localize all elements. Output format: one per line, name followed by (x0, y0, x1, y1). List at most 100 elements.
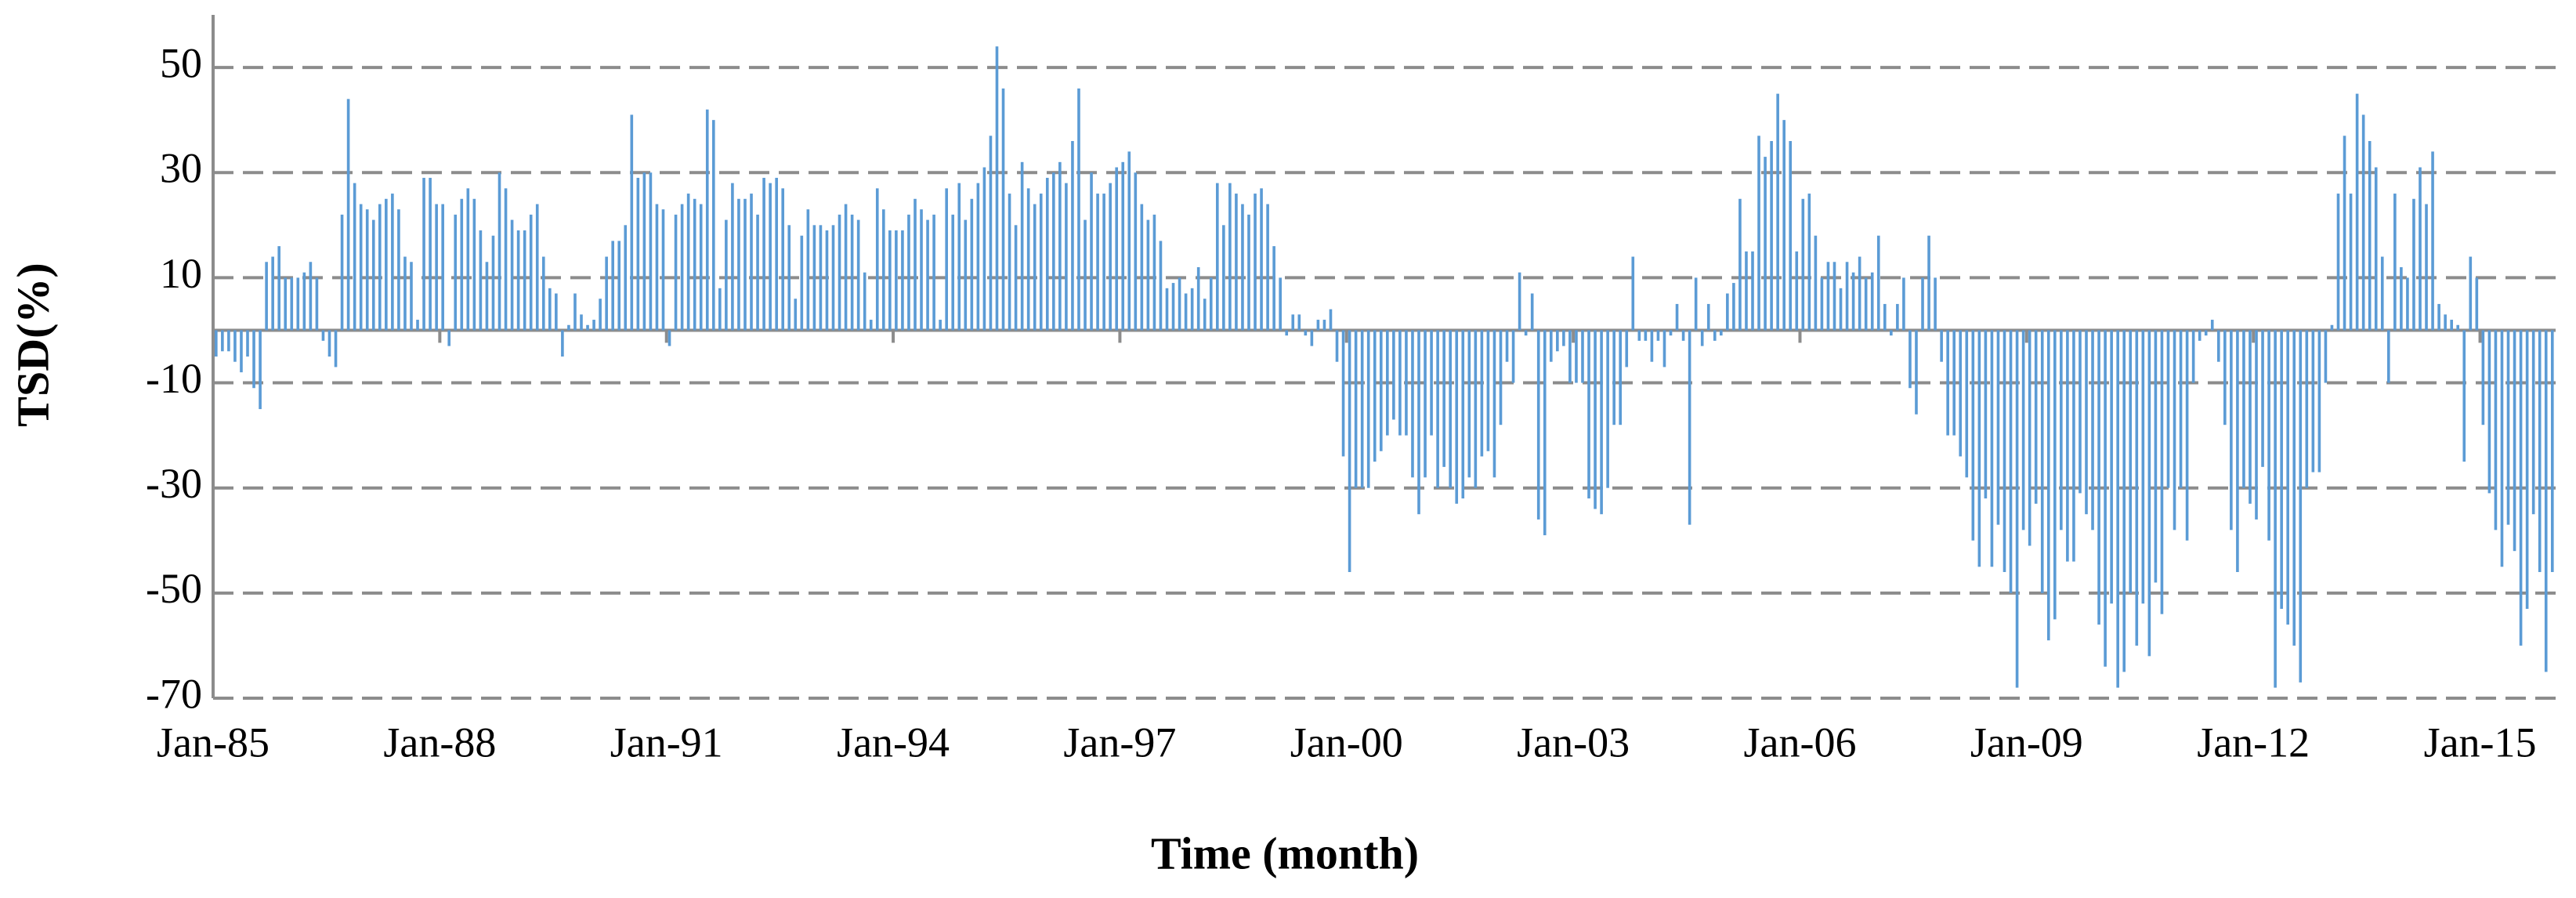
bar (2513, 330, 2516, 552)
bar (1959, 330, 1963, 457)
bar (932, 214, 935, 331)
bar (346, 99, 350, 331)
bar (674, 214, 678, 331)
bar (819, 225, 823, 331)
bar (2255, 330, 2258, 520)
bar (1115, 167, 1119, 331)
bar (1178, 277, 1181, 331)
bar (1279, 277, 1282, 331)
bar (1511, 330, 1515, 383)
bar (1121, 161, 1125, 331)
bar (1757, 136, 1760, 331)
bar (1883, 303, 1887, 331)
bar (2179, 330, 2183, 488)
bar (1096, 194, 1099, 331)
bar (2444, 314, 2447, 331)
bar (403, 256, 407, 331)
bar (2009, 330, 2013, 593)
bar (1052, 172, 1055, 331)
bar (1927, 235, 1930, 331)
bar (844, 204, 848, 331)
bar (1764, 157, 1767, 331)
x-tick-label: Jan-09 (1970, 719, 2083, 766)
bar (2437, 303, 2440, 331)
y-tick-label: -10 (146, 355, 202, 402)
bar (982, 167, 986, 331)
bar (1820, 277, 1824, 331)
bar (472, 198, 476, 331)
bar (1549, 330, 1553, 362)
bar (1196, 266, 1200, 331)
bar (1360, 330, 1364, 488)
bar (221, 330, 224, 352)
bar (2034, 330, 2038, 504)
bar (2368, 140, 2372, 331)
bar (1430, 330, 1433, 436)
y-tick-label: -50 (146, 565, 202, 612)
bar (1619, 330, 1623, 425)
bar (1864, 277, 1868, 331)
bar (655, 204, 659, 331)
bar (529, 214, 533, 331)
bar (1190, 288, 1194, 331)
bar (951, 214, 955, 331)
bar (1524, 330, 1528, 336)
bar (2236, 330, 2239, 573)
bar (693, 198, 696, 331)
bar (497, 172, 501, 331)
bar (378, 204, 382, 331)
bar (1171, 283, 1175, 331)
bar (794, 299, 798, 331)
bar (1726, 293, 1729, 331)
bar (781, 188, 785, 331)
bar (284, 277, 288, 331)
bar (1612, 330, 1615, 425)
bar (1424, 330, 1427, 478)
bar (1474, 330, 1478, 488)
bar (1996, 330, 2000, 525)
bar (1656, 330, 1660, 341)
bar (630, 114, 634, 331)
bar (2210, 320, 2214, 331)
bar (1543, 330, 1547, 536)
bar (1921, 277, 1924, 331)
bar (624, 225, 628, 331)
bar (895, 230, 898, 331)
bar (2355, 93, 2359, 331)
bar (2223, 330, 2227, 425)
bar (1581, 330, 1584, 383)
bar (1713, 330, 1717, 341)
bar (2286, 330, 2290, 625)
bar (1039, 194, 1043, 331)
bar (2550, 330, 2554, 573)
bar (869, 320, 873, 331)
bar (2324, 330, 2328, 383)
bar (1675, 303, 1679, 331)
bar (762, 177, 765, 331)
bar (1902, 277, 1905, 331)
bar (611, 241, 614, 331)
bar (2079, 330, 2082, 494)
bar (353, 183, 356, 331)
bar (1807, 194, 1811, 331)
bar (926, 219, 929, 331)
bar (636, 177, 640, 331)
bar (1077, 88, 1080, 331)
bar (1662, 330, 1666, 368)
bar (1650, 330, 1654, 362)
x-axis-title: Time (month) (1151, 827, 1419, 878)
bar (1228, 183, 1232, 331)
bar (888, 230, 892, 331)
bar (240, 330, 243, 373)
bar (2336, 194, 2340, 331)
x-tick-label: Jan-03 (1517, 719, 1630, 766)
bar (2066, 330, 2069, 562)
bar (686, 194, 690, 331)
bar (315, 277, 319, 331)
bar (1858, 256, 1861, 331)
bar (661, 209, 665, 331)
bar (1109, 183, 1112, 331)
bar (2538, 330, 2542, 573)
